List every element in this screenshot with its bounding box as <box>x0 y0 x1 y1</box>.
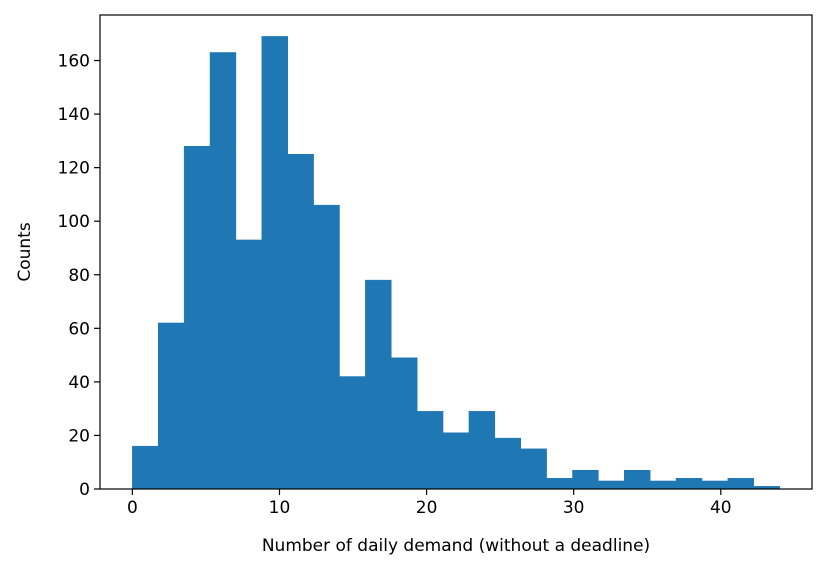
plot-frame <box>99 14 813 490</box>
histogram-bar <box>624 470 651 490</box>
histogram-bar <box>701 480 729 490</box>
x-tick-label: 40 <box>710 498 732 518</box>
histogram-bar <box>183 145 211 490</box>
histogram-bar <box>546 478 573 490</box>
bars-group <box>132 36 780 490</box>
histogram-bar <box>339 376 366 490</box>
histogram-bar <box>261 36 288 490</box>
x-tick-label: 0 <box>127 498 138 518</box>
y-tick-label: 140 <box>58 105 90 125</box>
histogram-bar <box>442 432 470 490</box>
y-tick-label: 120 <box>58 159 90 179</box>
histogram-bar <box>468 411 496 490</box>
histogram-bar <box>572 470 599 490</box>
y-axis-title: Counts <box>15 222 35 281</box>
histogram-bar <box>313 204 340 490</box>
x-axis-title: Number of daily demand (without a deadli… <box>262 536 650 556</box>
y-tick-label: 160 <box>58 52 90 72</box>
x-tick-label: 20 <box>416 498 438 518</box>
y-axis: 0 20 40 60 80 100 120 140 160 <box>58 52 100 500</box>
histogram-bar <box>365 279 392 490</box>
x-tick-label: 10 <box>269 498 291 518</box>
x-tick-label: 30 <box>563 498 585 518</box>
histogram-bar <box>132 445 159 490</box>
y-tick-label: 20 <box>68 426 90 446</box>
histogram-bar <box>158 322 185 490</box>
histogram-bar <box>649 480 677 490</box>
histogram-bar <box>727 478 754 490</box>
histogram-bar <box>598 480 625 490</box>
histogram-bar <box>520 448 547 490</box>
y-tick-label: 40 <box>68 373 90 393</box>
histogram-bar <box>494 437 521 490</box>
y-tick-label: 80 <box>68 266 90 286</box>
histogram-bar <box>235 239 263 490</box>
histogram-bar <box>209 52 237 490</box>
y-tick-label: 0 <box>79 480 90 500</box>
histogram-bar <box>416 411 444 490</box>
y-tick-label: 100 <box>58 212 90 232</box>
histogram-bar <box>287 154 314 490</box>
x-axis: 0 10 20 30 40 <box>127 489 732 518</box>
histogram-bar <box>391 357 418 490</box>
histogram-bar <box>675 478 703 490</box>
y-tick-label: 60 <box>68 319 90 339</box>
